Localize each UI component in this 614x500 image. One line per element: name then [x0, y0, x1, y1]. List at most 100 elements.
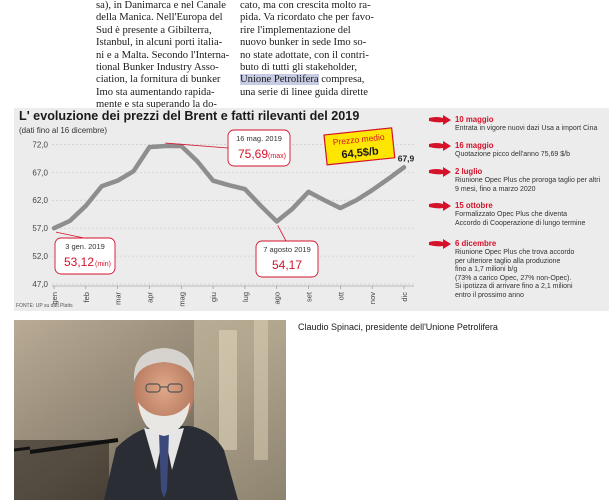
article-line: della Manica. Nell'Europa del [96, 12, 223, 24]
event-description: Entrata in vigore nuovi dazi Usa a impor… [455, 125, 597, 134]
event-description-line: (73% a carico Opec, 27% non-Opec). [455, 274, 572, 282]
arrow-icon [429, 201, 451, 211]
event-date: 16 maggio [455, 141, 494, 150]
article-line: no state adottate, con il contri- [240, 49, 369, 61]
photo-caption: Claudio Spinaci, presidente dell'Unione … [298, 322, 498, 332]
data-point [116, 179, 119, 182]
arrow-icon [429, 239, 451, 249]
event-description-line: Riunione Opec Plus che trova accordo [455, 249, 575, 256]
data-point [164, 145, 167, 147]
x-tick-label: gen [50, 292, 59, 305]
data-point [291, 207, 294, 210]
article-line: pida. Va ricordato che per favo- [240, 12, 374, 24]
callout-unit: (max) [268, 153, 286, 160]
callout-date: 16 mag. 2019 [236, 134, 282, 143]
event-description-line: Riunione Opec Plus che proroga taglio pe… [455, 177, 601, 184]
event-description-line: Formalizzato Opec Plus che diventa [455, 211, 568, 218]
article-line: una serie di linee guida dirette [240, 86, 368, 98]
event-description-line: Quotazione picco dell'anno 75,69 $/b [455, 151, 570, 158]
arrow-icon [429, 167, 451, 177]
callout-date: 7 agosto 2019 [263, 245, 311, 254]
event-description-line: Accordo di Cooperazione di lungo termine [455, 219, 586, 227]
event-date: 2 luglio [455, 167, 483, 176]
callout-leader [55, 231, 85, 239]
data-point [355, 199, 358, 202]
article-column-2: cato, ma con crescita molto ra- pida. Va… [240, 0, 374, 99]
data-point [180, 145, 183, 147]
event-date: 15 ottobre [455, 201, 493, 210]
article-line: buto di tutti gli stakeholder, [240, 62, 357, 74]
y-tick-label: 62,0 [32, 196, 48, 205]
data-point [132, 170, 135, 172]
data-point [212, 179, 214, 182]
brent-infographic: 47,0 52,0 57,0 62,0 67,0 72,0 gen feb mar apr mag g… [14, 108, 609, 311]
x-tick-label: apr [145, 292, 154, 303]
data-point [307, 191, 310, 193]
callout-value: 75,69 [238, 147, 268, 161]
x-tick-label: mar [114, 292, 123, 305]
event-description: Formalizzato Opec Plus che diventa Accord… [455, 211, 585, 228]
data-point [323, 199, 326, 202]
data-point [387, 178, 389, 180]
brent-chart: 47,0 52,0 57,0 62,0 67,0 72,0 gen feb mar apr mag g… [32, 127, 415, 307]
event-date: 6 dicembre [455, 239, 497, 248]
article-line: ciation, la fornitura di bunker [96, 74, 221, 86]
article-line-rest: compresa, [318, 74, 365, 86]
x-tick-label: mag [177, 292, 186, 307]
data-point [228, 184, 230, 186]
data-point [53, 227, 55, 229]
x-tick-label: nov [368, 292, 377, 304]
data-point [196, 160, 198, 162]
x-tick-label: feb [82, 292, 91, 302]
callout-box [54, 237, 116, 275]
data-point [260, 205, 262, 207]
article-line: tional Bunker Industry Asso- [96, 62, 219, 74]
arrow-icon [429, 115, 451, 125]
event-description-line: 9 mesi, fino a marzo 2020 [455, 185, 536, 193]
average-value: 64,5$/b [341, 145, 380, 161]
article-line: nuovo bunker in sede Imo so- [240, 37, 367, 49]
article-line: ni e a Malta. Secondo l'Interna- [96, 49, 230, 61]
data-point [403, 166, 405, 169]
chart-title: L' evoluzione dei prezzi del Brent e fat… [19, 109, 360, 123]
data-point [371, 189, 373, 191]
x-tick-label: giu [209, 292, 218, 302]
chart-subtitle: (dati fino al 16 dicembre) [19, 126, 108, 135]
y-tick-label: 57,0 [32, 224, 48, 233]
arrow-icon [429, 141, 451, 151]
y-tick-label: 52,0 [32, 252, 48, 261]
callout-date: 3 gen. 2019 [65, 242, 105, 251]
x-tick-label: ago [273, 292, 282, 305]
data-point [148, 146, 151, 148]
data-point [100, 185, 103, 188]
end-value-label: 67,9 [398, 153, 415, 163]
highlighted-text: Unione Petrolifera [240, 74, 319, 86]
callout-value: 53,12 [64, 255, 94, 269]
y-tick-label: 67,0 [32, 168, 48, 177]
x-tick-label: dic [400, 292, 409, 302]
data-point [275, 220, 278, 223]
event-date: 10 maggio [455, 115, 494, 124]
article-line: sa), in Danimarca e nel Canale [96, 0, 227, 11]
article-line: Sud è presente a Gibilterra, [96, 24, 212, 36]
x-tick-label: ott [336, 291, 345, 300]
event-description: Riunione Opec Plus che proroga taglio pe… [455, 177, 600, 194]
event-description-line: Si ipotizza di arrivare fino a 2,1 milio… [455, 283, 573, 291]
y-tick-label: 47,0 [32, 280, 48, 289]
badge-box [323, 127, 396, 166]
data-point [69, 220, 71, 222]
y-tick-label: 72,0 [32, 140, 48, 149]
event-description: Quotazione picco dell'anno 75,69 $/b [455, 151, 570, 160]
event-description-line: fino a 1,7 milioni b/g [455, 266, 518, 274]
x-tick-label: lug [241, 292, 250, 302]
data-point [244, 188, 246, 190]
portrait-photo [14, 320, 286, 500]
event-description: Riunione Opec Plus che trova accordo per … [455, 249, 574, 301]
callout-leader [165, 142, 229, 149]
data-point [85, 205, 87, 207]
x-tick-label: set [305, 291, 314, 302]
callout-box [227, 129, 291, 167]
event-description-line: Entrata in vigore nuovi dazi Usa a impor… [455, 125, 598, 132]
article-line: rire l'implementazione del [240, 24, 351, 36]
event-description-line: per ulteriore taglio alla produzione [455, 257, 561, 265]
